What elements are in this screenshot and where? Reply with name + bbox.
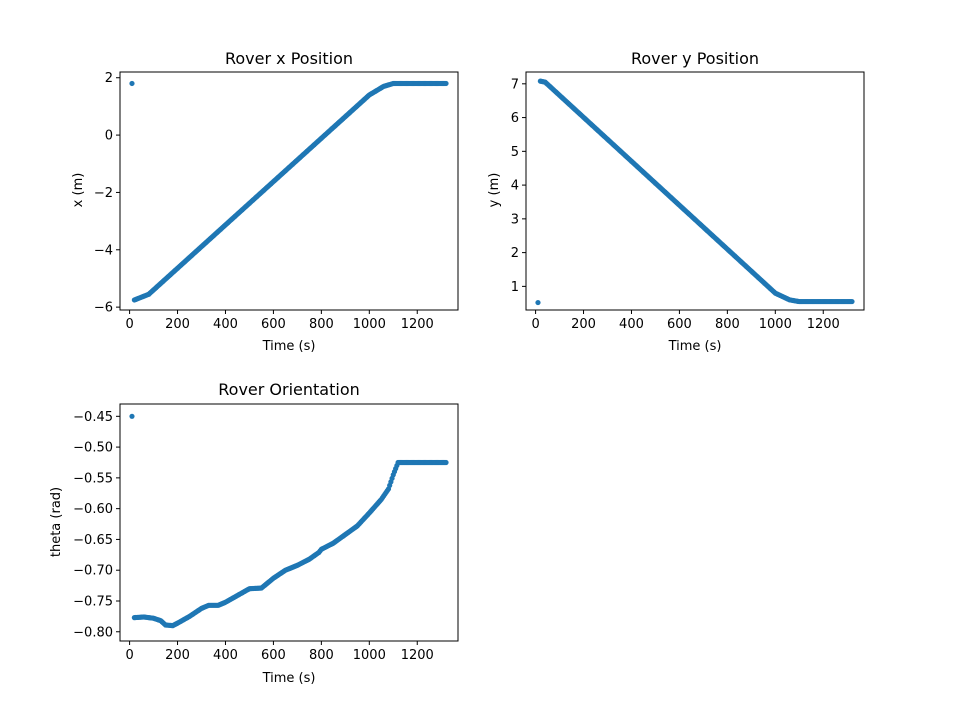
y-axis-label: x (m) — [71, 173, 86, 208]
x-axis-label: Time (s) — [262, 671, 316, 686]
x-tick-label: 1200 — [401, 648, 434, 663]
x-tick-label: 200 — [165, 317, 190, 332]
y-tick-label: −0.45 — [73, 410, 113, 425]
x-tick-label: 1200 — [807, 317, 840, 332]
x-tick-label: 1200 — [401, 317, 434, 332]
y-tick-label: −0.65 — [73, 533, 113, 548]
data-point — [535, 300, 540, 305]
x-tick-label: 0 — [531, 317, 539, 332]
y-axis-label: theta (rad) — [49, 487, 64, 557]
x-axis-label: Time (s) — [262, 339, 316, 354]
x-tick-label: 400 — [213, 648, 238, 663]
y-tick-label: −0.55 — [73, 471, 113, 486]
y-tick-label: −0.70 — [73, 564, 113, 579]
x-tick-label: 0 — [125, 317, 133, 332]
y-tick-label: −2 — [94, 186, 113, 201]
y-tick-label: 4 — [511, 179, 519, 194]
x-tick-label: 800 — [715, 317, 740, 332]
y-tick-label: −0.75 — [73, 594, 113, 609]
y-tick-label: −6 — [94, 301, 113, 316]
x-tick-label: 1000 — [759, 317, 792, 332]
y-tick-label: 5 — [511, 145, 519, 160]
x-tick-label: 200 — [571, 317, 596, 332]
data-point — [443, 460, 448, 465]
chart-title: Rover y Position — [631, 49, 759, 68]
y-tick-label: 2 — [105, 71, 113, 86]
y-tick-label: 6 — [511, 111, 519, 126]
x-tick-label: 600 — [261, 648, 286, 663]
x-tick-label: 800 — [309, 648, 334, 663]
y-tick-label: 3 — [511, 212, 519, 227]
x-tick-label: 200 — [165, 648, 190, 663]
x-tick-label: 1000 — [353, 317, 386, 332]
chart-title: Rover Orientation — [218, 380, 360, 399]
y-tick-label: 1 — [511, 280, 519, 295]
y-tick-label: 0 — [105, 129, 113, 144]
data-point — [129, 414, 134, 419]
x-tick-label: 1000 — [353, 648, 386, 663]
y-axis-label: y (m) — [487, 173, 502, 208]
y-tick-label: −0.80 — [73, 625, 113, 640]
chart-title: Rover x Position — [225, 49, 353, 68]
x-tick-label: 400 — [619, 317, 644, 332]
y-tick-label: 7 — [511, 77, 519, 92]
y-tick-label: −0.60 — [73, 502, 113, 517]
x-tick-label: 0 — [125, 648, 133, 663]
x-axis-label: Time (s) — [668, 339, 722, 354]
x-tick-label: 800 — [309, 317, 334, 332]
y-tick-label: −4 — [94, 243, 113, 258]
x-tick-label: 400 — [213, 317, 238, 332]
y-tick-label: 2 — [511, 246, 519, 261]
data-point — [443, 81, 448, 86]
data-point — [129, 81, 134, 86]
data-point — [849, 299, 854, 304]
y-tick-label: −0.50 — [73, 441, 113, 456]
x-tick-label: 600 — [261, 317, 286, 332]
x-tick-label: 600 — [667, 317, 692, 332]
